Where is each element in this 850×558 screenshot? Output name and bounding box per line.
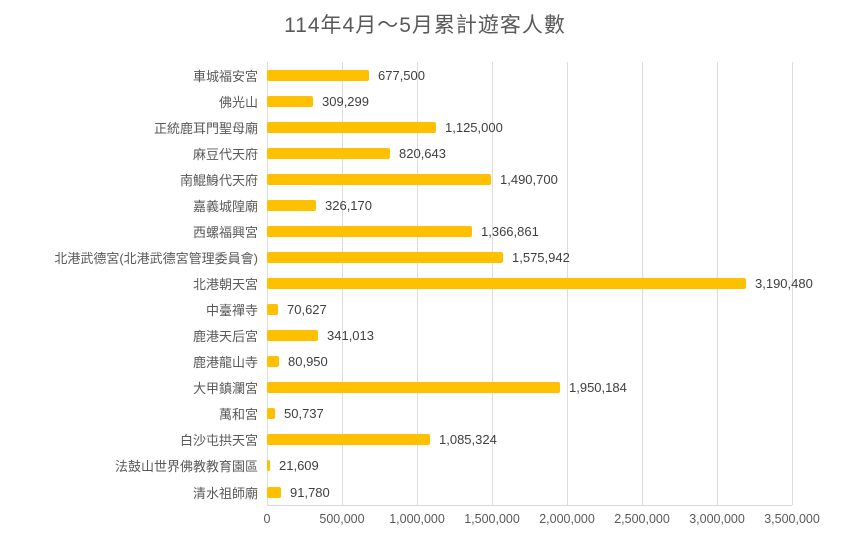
- gridline: [792, 62, 793, 505]
- bar-row: 車城福安宮 677,500: [0, 62, 850, 88]
- value-label: 80,950: [288, 354, 328, 370]
- bar-row: 白沙屯拱天宮 1,085,324: [0, 427, 850, 453]
- chart-title: 114年4月～5月累計遊客人數: [284, 14, 566, 37]
- value-label: 1,575,942: [512, 249, 570, 265]
- bar: [267, 121, 436, 133]
- x-tick-label: 500,000: [319, 512, 365, 526]
- bar-row: 鹿港龍山寺 80,950: [0, 349, 850, 375]
- value-label: 677,500: [378, 67, 425, 83]
- x-tick-label: 3,000,000: [689, 512, 745, 526]
- value-label: 91,780: [290, 484, 330, 500]
- x-tick-label: 2,500,000: [614, 512, 670, 526]
- x-tick-label: 0: [263, 512, 271, 526]
- bar: [267, 95, 313, 107]
- bar: [267, 330, 318, 342]
- x-axis: 0 500,000 1,000,000 1,500,000 2,000,000 2,500…: [0, 512, 850, 534]
- bar: [267, 251, 503, 263]
- bar: [267, 69, 369, 81]
- value-label: 1,085,324: [439, 432, 497, 448]
- bar-row: 北港武德宮(北港武德宮管理委員會) 1,575,942: [0, 244, 850, 270]
- bar: [267, 199, 316, 211]
- bar: [267, 460, 270, 472]
- bar-row: 南鯤鯓代天府 1,490,700: [0, 166, 850, 192]
- value-label: 1,490,700: [500, 171, 558, 187]
- category-label: 北港朝天宮: [192, 277, 258, 293]
- category-label: 北港武德宮(北港武德宮管理委員會): [54, 250, 258, 266]
- bar-row: 正統鹿耳門聖母廟 1,125,000: [0, 114, 850, 140]
- x-tick-label: 1,000,000: [389, 512, 445, 526]
- category-label: 清水祖師廟: [192, 485, 258, 501]
- category-label: 南鯤鯓代天府: [179, 172, 258, 188]
- bar-rows: 車城福安宮 677,500 佛光山 309,299 正統鹿耳門聖母廟 1,125,000 麻…: [0, 62, 850, 505]
- bar: [267, 486, 281, 498]
- value-label: 341,013: [327, 328, 374, 344]
- category-label: 西螺福興宮: [192, 224, 258, 240]
- category-label: 正統鹿耳門聖母廟: [153, 120, 258, 136]
- value-label: 1,366,861: [481, 223, 539, 239]
- bar: [267, 173, 491, 185]
- category-label: 大甲鎮瀾宮: [192, 381, 258, 397]
- bar-row: 北港朝天宮 3,190,480: [0, 271, 850, 297]
- x-tick-label: 3,500,000: [764, 512, 820, 526]
- value-label: 326,170: [325, 197, 372, 213]
- bar-row: 萬和宮 50,737: [0, 401, 850, 427]
- value-label: 309,299: [322, 93, 369, 109]
- bar-row: 中臺禪寺 70,627: [0, 297, 850, 323]
- bar: [267, 278, 746, 290]
- bar: [267, 356, 279, 368]
- category-label: 萬和宮: [218, 407, 258, 423]
- category-label: 車城福安宮: [192, 68, 258, 84]
- value-label: 50,737: [284, 406, 324, 422]
- bar: [267, 147, 390, 159]
- category-label: 麻豆代天府: [192, 146, 258, 162]
- bar: [267, 434, 430, 446]
- bar-row: 鹿港天后宮 341,013: [0, 323, 850, 349]
- bar-row: 清水祖師廟 91,780: [0, 479, 850, 505]
- category-label: 白沙屯拱天宮: [179, 433, 258, 449]
- category-label: 嘉義城隍廟: [192, 198, 258, 214]
- value-label: 1,950,184: [569, 380, 627, 396]
- bar-row: 麻豆代天府 820,643: [0, 140, 850, 166]
- bar-row: 法鼓山世界佛教教育園區 21,609: [0, 453, 850, 479]
- value-label: 70,627: [287, 302, 327, 318]
- value-label: 1,125,000: [445, 119, 503, 135]
- bar-row: 佛光山 309,299: [0, 88, 850, 114]
- value-label: 820,643: [399, 145, 446, 161]
- value-label: 21,609: [279, 458, 319, 474]
- bar: [267, 225, 472, 237]
- bar: [267, 304, 278, 316]
- category-label: 鹿港龍山寺: [192, 355, 258, 371]
- x-tick-label: 1,500,000: [464, 512, 520, 526]
- x-tick-label: 2,000,000: [539, 512, 595, 526]
- bar-row: 大甲鎮瀾宮 1,950,184: [0, 375, 850, 401]
- bar-row: 嘉義城隍廟 326,170: [0, 192, 850, 218]
- bar: [267, 382, 560, 394]
- value-label: 3,190,480: [755, 276, 813, 292]
- category-label: 鹿港天后宮: [192, 329, 258, 345]
- category-label: 佛光山: [218, 94, 258, 110]
- category-label: 中臺禪寺: [205, 303, 258, 319]
- category-label: 法鼓山世界佛教教育園區: [114, 459, 258, 475]
- bar-row: 西螺福興宮 1,366,861: [0, 218, 850, 244]
- bar: [267, 408, 275, 420]
